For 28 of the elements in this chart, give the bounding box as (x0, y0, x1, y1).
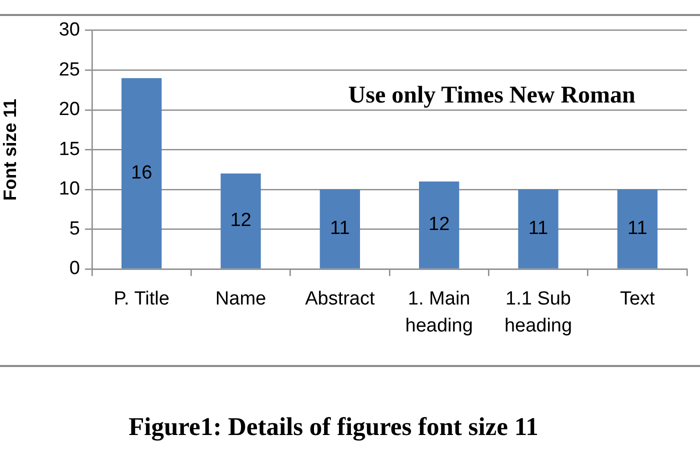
bar (220, 174, 261, 268)
y-tick-label: 15 (58, 138, 80, 160)
y-tick-label: 10 (58, 178, 80, 200)
y-tick-label: 5 (69, 218, 80, 240)
y-axis-title: Font size 11 (0, 98, 20, 201)
bar (617, 189, 658, 268)
y-tick-label: 0 (69, 258, 80, 280)
annotation: 12 (230, 210, 252, 232)
bar (320, 189, 360, 268)
bar (518, 189, 558, 268)
annotation: 12 (428, 214, 450, 236)
y-tick-label: 20 (58, 99, 80, 120)
annotation: 11 (628, 218, 648, 240)
x-tick-label: 1. Main heading (405, 288, 473, 337)
x-tick-label: P. Title (114, 288, 170, 310)
caption: Figure1: Details of figures font size 11 (128, 412, 540, 442)
annotation: Use only Times New Roman (348, 82, 636, 109)
x-tick-label: Name (215, 288, 266, 310)
x-tick-label: Abstract (305, 288, 376, 310)
annotation: 16 (131, 162, 152, 184)
x-tick-label: 1.1 Sub heading (504, 288, 572, 337)
x-tick-label: Text (620, 288, 656, 310)
bar (122, 78, 162, 268)
bar (419, 182, 460, 268)
annotation: 11 (330, 218, 350, 240)
annotation: 11 (528, 218, 548, 240)
y-tick-label: 30 (58, 20, 80, 41)
y-tick-label: 25 (58, 59, 80, 80)
